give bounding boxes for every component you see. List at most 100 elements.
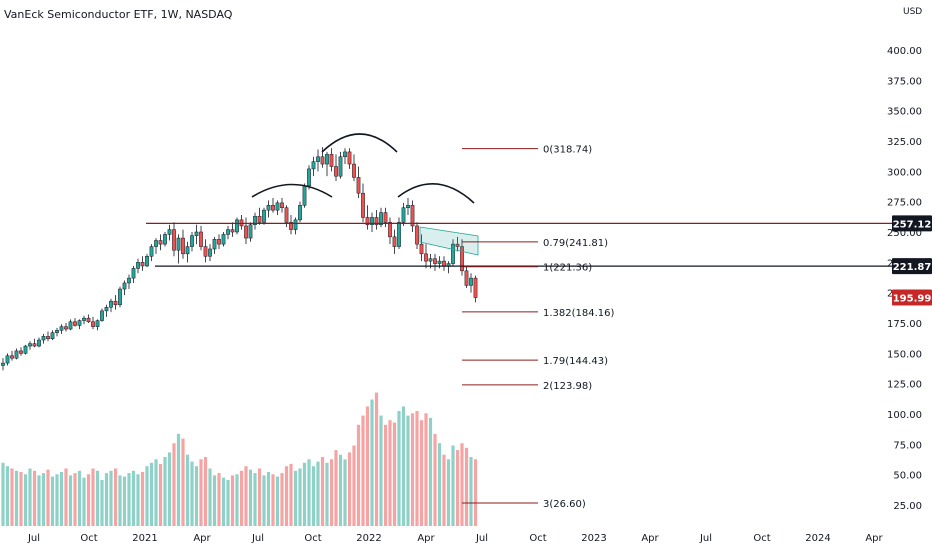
volume-bar: [50, 476, 55, 526]
volume-bar: [266, 471, 271, 526]
volume-bar: [68, 475, 73, 526]
y-tick-label: 175.00: [887, 319, 922, 330]
candle-body: [91, 321, 95, 327]
x-tick-label: Oct: [80, 533, 97, 544]
candle-body: [55, 330, 59, 333]
candle: [244, 217, 248, 245]
candle-body: [271, 205, 275, 211]
volume-bar: [86, 474, 91, 526]
volume-bar: [1, 462, 5, 526]
candle-body: [113, 300, 118, 306]
x-tick-label: Apr: [641, 533, 659, 544]
volume-bar: [203, 457, 208, 526]
candle-body: [424, 253, 428, 262]
candle-body: [275, 202, 280, 211]
candle: [68, 319, 73, 331]
volume-bar: [415, 411, 419, 526]
candle: [455, 236, 460, 252]
volume-bar: [271, 474, 275, 526]
candle-body: [203, 246, 208, 257]
candle: [289, 215, 293, 235]
candle-body: [50, 332, 55, 340]
volume-bar: [122, 476, 127, 526]
volume-bar: [469, 457, 473, 526]
candle: [266, 200, 271, 218]
volume-bar: [190, 461, 194, 526]
volume-bar: [320, 457, 325, 526]
candle: [352, 154, 356, 182]
x-tick-label: Apr: [865, 533, 883, 544]
candle: [10, 350, 14, 361]
candle-body: [86, 317, 91, 323]
candle-body: [221, 234, 226, 245]
candle: [199, 225, 203, 251]
candle-body: [469, 277, 473, 286]
volume-bar: [64, 468, 68, 526]
volume-bar: [280, 473, 284, 526]
candle-body: [154, 240, 158, 247]
currency-label: USD: [903, 7, 923, 17]
candle-body: [212, 239, 217, 250]
volume-bar: [397, 411, 401, 526]
candle: [136, 258, 140, 274]
candle: [19, 347, 23, 356]
candle-body: [140, 262, 145, 267]
candle: [325, 151, 329, 177]
volume-bar: [419, 420, 424, 526]
volume-bar: [356, 424, 361, 526]
volume-bar: [464, 447, 469, 526]
candle: [424, 244, 428, 269]
candle: [302, 183, 307, 208]
volume-bar: [14, 470, 19, 526]
y-tick-label: 275.00: [887, 198, 922, 209]
candle-body: [253, 215, 257, 225]
x-tick-label: 2022: [356, 533, 381, 544]
candle: [23, 344, 28, 355]
volume-bar: [388, 420, 392, 526]
volume-bar: [334, 450, 338, 526]
volume-bar: [28, 468, 32, 526]
candle-body: [284, 207, 289, 223]
volume-bar: [379, 415, 383, 526]
candle: [176, 234, 181, 264]
volume-bar: [217, 473, 221, 526]
y-tick-label: 400.00: [887, 46, 922, 57]
candle-body: [383, 212, 388, 223]
candle: [149, 244, 154, 262]
volume-bar: [181, 438, 185, 526]
volume-bar: [374, 392, 379, 526]
candle: [415, 222, 419, 249]
y-tick-label: 350.00: [887, 107, 922, 118]
volume-bar: [55, 474, 59, 526]
volume-bar: [100, 480, 104, 526]
volume-bar: [221, 477, 226, 526]
candle-body: [5, 355, 10, 364]
volume-bar: [433, 434, 437, 526]
candle: [28, 341, 32, 350]
candle: [50, 330, 55, 340]
volume-bar: [347, 452, 352, 526]
candle: [356, 166, 361, 199]
x-tick-label: Oct: [529, 533, 546, 544]
candle: [293, 217, 298, 235]
candle-body: [280, 202, 284, 208]
candle: [158, 234, 163, 251]
price-badge: [892, 289, 932, 306]
candle-body: [95, 320, 100, 327]
candle: [212, 236, 217, 254]
volume-bar: [127, 473, 131, 526]
annotations: 0(318.74) 0.79(241.81) 1(221.36) 1.382(184.…: [146, 133, 932, 510]
price-badge-label: 195.99: [893, 294, 932, 305]
candle: [446, 261, 451, 274]
candle-body: [415, 225, 419, 245]
candle: [473, 275, 478, 303]
candle-body: [347, 151, 352, 165]
volume-bar: [104, 473, 109, 526]
candle: [433, 253, 437, 271]
volume-bar: [329, 459, 334, 526]
y-tick-label: 50.00: [893, 471, 922, 482]
candle: [5, 353, 10, 366]
candle-body: [338, 156, 343, 177]
candle: [388, 217, 392, 245]
